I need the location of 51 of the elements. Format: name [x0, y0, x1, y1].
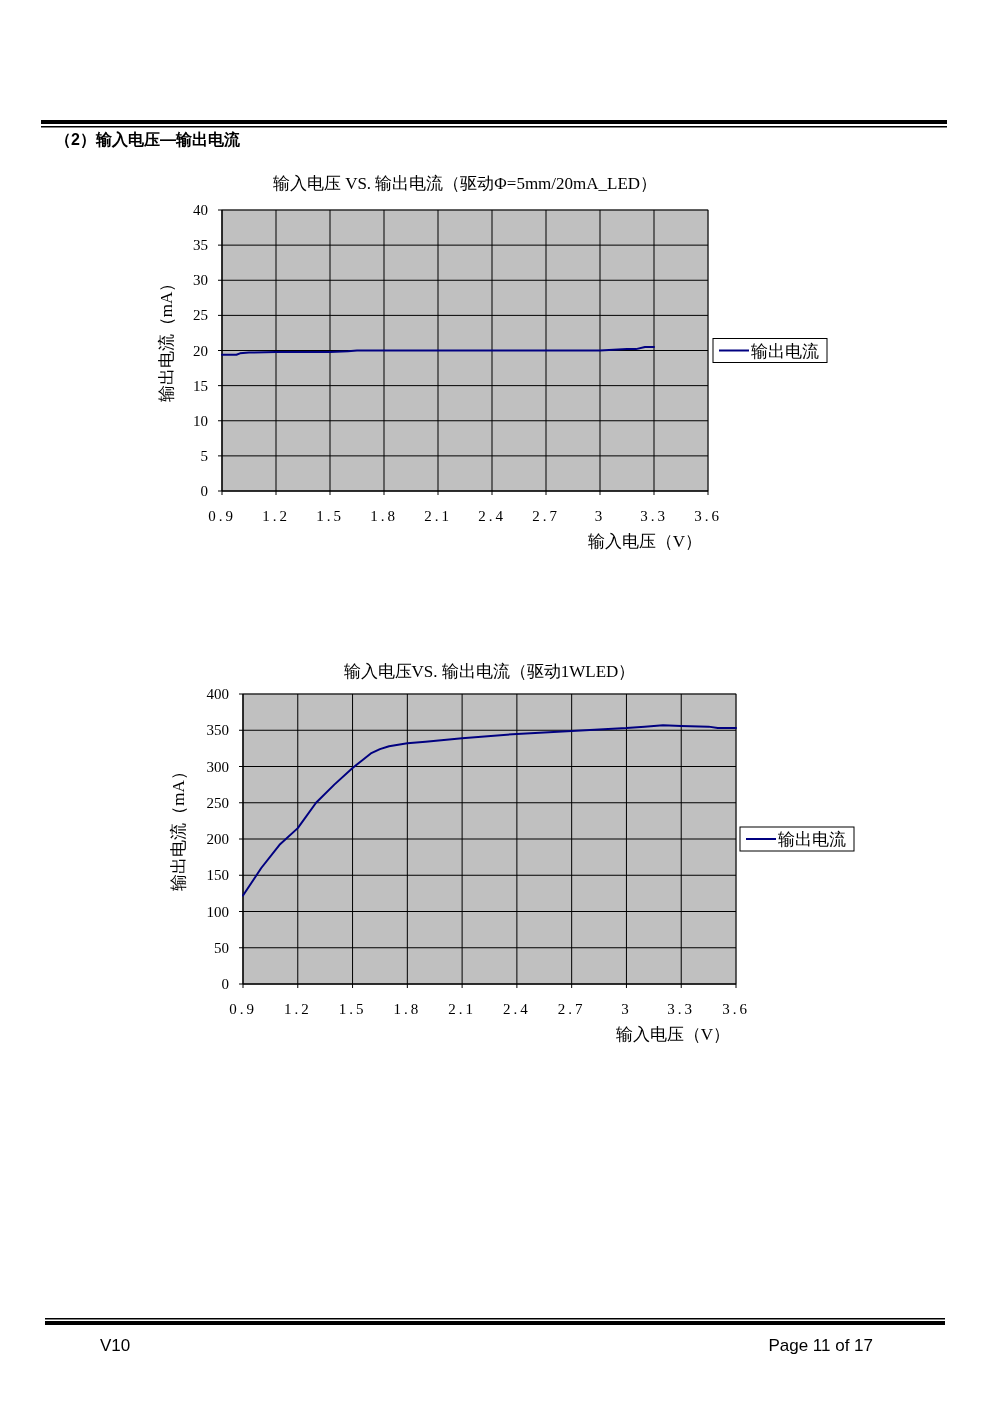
y-tick-label: 10 [193, 412, 208, 429]
y-tick-label: 250 [206, 794, 229, 811]
y-tick-label: 150 [206, 867, 229, 884]
y-tick-label: 40 [193, 202, 208, 218]
x-tick-label: 2.7 [557, 1001, 586, 1017]
line-series [242, 724, 737, 897]
y-tick-label: 0 [200, 483, 208, 499]
x-axis-title: 输入电压（V） [587, 532, 702, 551]
x-tick-label: 2.1 [448, 1001, 476, 1017]
x-tick-label: 3 [621, 1001, 632, 1017]
y-tick-label: 350 [206, 722, 229, 739]
y-tick-label: 50 [214, 939, 229, 956]
x-tick-label: 1.2 [283, 1001, 312, 1017]
y-tick-label: 0 [221, 976, 229, 992]
x-tick-label: 3.6 [722, 1001, 750, 1017]
chart-title: 输入电压 VS. 输出电流（驱动Φ=5mm/20mA_LED） [272, 174, 658, 193]
text: V10 [100, 1336, 131, 1355]
x-tick-label: 2.1 [424, 508, 452, 524]
x-tick-label: 0.9 [208, 508, 236, 524]
x-tick-label: 3.3 [667, 1001, 696, 1017]
x-tick-label: 2.4 [503, 1001, 531, 1017]
x-tick-label: 1.8 [370, 508, 398, 524]
y-tick-label: 30 [193, 272, 208, 289]
x-tick-label: 3.3 [640, 508, 668, 524]
x-tick-label: 0.9 [229, 1001, 257, 1017]
legend-label: 输出电流 [778, 830, 846, 849]
x-tick-label: 2.7 [532, 508, 560, 524]
y-tick-label: 100 [206, 903, 229, 920]
x-tick-label: 2.4 [478, 508, 506, 524]
y-tick-label: 35 [193, 237, 208, 254]
y-tick-label: 5 [200, 447, 208, 464]
x-tick-label: 1.5 [316, 508, 344, 524]
x-tick-label: 3 [594, 508, 606, 524]
y-tick-label: 300 [206, 758, 229, 775]
x-tick-label: 1.8 [393, 1001, 422, 1017]
text: Page 11 of 17 [768, 1336, 873, 1355]
chart-title: 输入电压VS. 输出电流（驱动1WLED） [343, 662, 636, 681]
text: （2）输入电压—输出电流 [55, 130, 241, 149]
y-tick-label: 20 [193, 342, 208, 359]
x-tick-label: 1.2 [262, 508, 290, 524]
y-tick-label: 25 [193, 307, 208, 324]
legend-label: 输出电流 [751, 341, 819, 361]
y-axis-title: 输出电流（mA） [169, 763, 188, 891]
x-tick-label: 3.6 [694, 508, 722, 524]
y-tick-label: 200 [206, 831, 229, 847]
y-axis-title: 输出电流（mA） [157, 274, 176, 403]
y-tick-label: 15 [193, 377, 208, 394]
line-series [221, 345, 655, 356]
x-tick-label: 1.5 [338, 1001, 367, 1017]
x-axis-title: 输入电压（V） [615, 1025, 730, 1044]
y-tick-label: 400 [206, 686, 229, 702]
